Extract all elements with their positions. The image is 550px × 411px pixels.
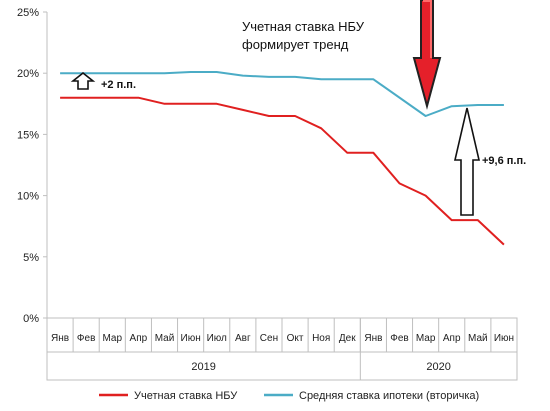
- year-label: 2020: [426, 361, 450, 373]
- annotation-gap-2020: +9,6 п.п.: [482, 155, 526, 167]
- y-tick-label: 20%: [17, 68, 39, 80]
- annotation-title-line2: формирует тренд: [242, 37, 349, 52]
- x-category-label: Окт: [287, 333, 304, 344]
- series-line-0: [60, 96, 505, 246]
- x-category-label: Июн: [494, 333, 514, 344]
- x-category-label: Дек: [339, 333, 356, 344]
- trend-down-arrow-icon: [412, 0, 442, 110]
- annotation-title-line1: Учетная ставка НБУ: [242, 19, 365, 34]
- x-category-label: Мар: [416, 333, 436, 344]
- legend-label-nbu: Учетная ставка НБУ: [134, 390, 238, 402]
- y-tick-label: 25%: [17, 7, 39, 19]
- x-category-label: Авг: [235, 333, 251, 344]
- legend-label-mortgage: Средняя ставка ипотеки (вторичка): [299, 390, 479, 402]
- y-tick-label: 10%: [17, 191, 39, 203]
- x-category-label: Мар: [102, 333, 122, 344]
- year-label: 2019: [191, 361, 215, 373]
- year-labels: 2019 2020: [191, 318, 451, 380]
- y-tick-label: 0%: [23, 313, 39, 325]
- x-category-label: Апр: [443, 333, 461, 344]
- x-category-label: Янв: [51, 333, 69, 344]
- annotation-gap-2019: +2 п.п.: [101, 79, 136, 91]
- x-category-label: Апр: [130, 333, 148, 344]
- x-category-label: Фев: [77, 333, 95, 344]
- x-category-label: Ноя: [312, 333, 330, 344]
- y-tick-label: 15%: [17, 129, 39, 141]
- x-category-label: Май: [155, 333, 175, 344]
- x-category-label: Июн: [181, 333, 201, 344]
- x-category-label: Фев: [390, 333, 408, 344]
- gap-2020-arrow-icon: [453, 107, 481, 216]
- x-category-label: Май: [468, 333, 488, 344]
- x-axis-categories: Янв Фев Мар Апр Май Июн Июл Авг Сен Окт Ноя Дек Янв Ф…: [51, 318, 514, 352]
- y-axis-ticks: 0% 5% 10% 15% 20% 25%: [17, 7, 47, 325]
- trend-down-arrow-highlight: [423, 0, 432, 58]
- series-lines: [59, 71, 505, 246]
- x-category-label: Июл: [207, 333, 227, 344]
- x-category-label: Сен: [260, 333, 278, 344]
- x-category-label: Янв: [364, 333, 382, 344]
- gap-2019-arrow-icon: [70, 71, 96, 90]
- y-tick-label: 5%: [23, 252, 39, 264]
